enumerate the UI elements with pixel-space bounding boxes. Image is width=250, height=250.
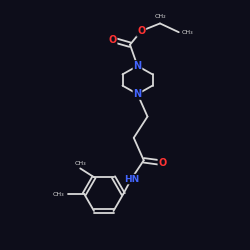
Text: CH₃: CH₃ [182, 30, 194, 35]
Text: CH₃: CH₃ [74, 161, 86, 166]
Text: N: N [134, 89, 141, 99]
Text: CH₃: CH₃ [52, 192, 64, 196]
Text: O: O [137, 26, 145, 36]
Text: O: O [108, 35, 116, 45]
Text: HN: HN [124, 174, 139, 184]
Text: N: N [134, 61, 141, 71]
Text: O: O [158, 158, 167, 168]
Text: CH₂: CH₂ [154, 14, 166, 19]
